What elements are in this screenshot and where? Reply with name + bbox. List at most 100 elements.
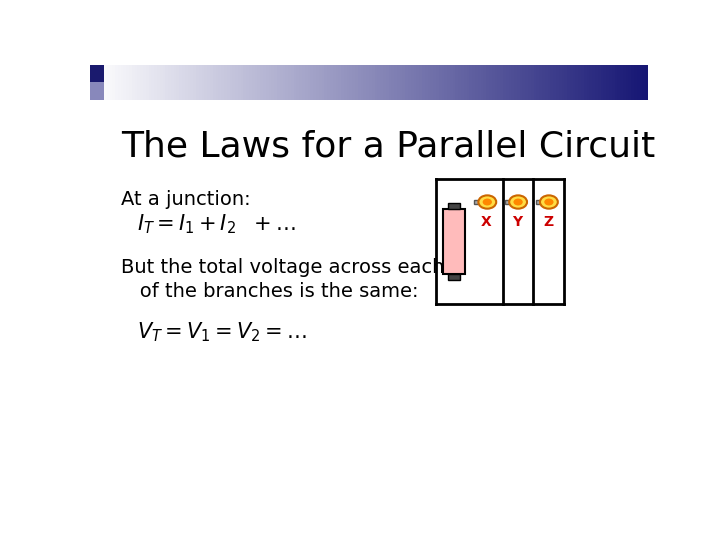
Polygon shape	[637, 65, 639, 100]
Polygon shape	[598, 65, 600, 100]
Polygon shape	[274, 65, 277, 100]
Polygon shape	[550, 65, 553, 100]
Polygon shape	[369, 65, 372, 100]
Polygon shape	[168, 65, 171, 100]
Polygon shape	[255, 65, 258, 100]
Polygon shape	[145, 65, 148, 100]
Polygon shape	[639, 65, 642, 100]
Polygon shape	[280, 65, 282, 100]
Polygon shape	[411, 65, 413, 100]
Polygon shape	[419, 65, 422, 100]
Polygon shape	[182, 65, 185, 100]
Text: Y: Y	[512, 215, 522, 230]
Polygon shape	[441, 65, 444, 100]
Polygon shape	[243, 65, 246, 100]
Polygon shape	[215, 65, 218, 100]
Polygon shape	[307, 65, 310, 100]
Polygon shape	[90, 83, 104, 100]
Polygon shape	[288, 65, 291, 100]
Polygon shape	[567, 65, 570, 100]
FancyBboxPatch shape	[444, 210, 464, 274]
Polygon shape	[492, 65, 495, 100]
Polygon shape	[539, 65, 542, 100]
Text: But the total voltage across each: But the total voltage across each	[121, 258, 444, 277]
Polygon shape	[450, 65, 453, 100]
Polygon shape	[364, 65, 366, 100]
Polygon shape	[372, 65, 374, 100]
Polygon shape	[495, 65, 498, 100]
Polygon shape	[324, 65, 327, 100]
Polygon shape	[408, 65, 411, 100]
Polygon shape	[615, 65, 617, 100]
Polygon shape	[154, 65, 157, 100]
Polygon shape	[358, 65, 361, 100]
Polygon shape	[581, 65, 584, 100]
Polygon shape	[389, 65, 392, 100]
Polygon shape	[282, 65, 285, 100]
Polygon shape	[112, 65, 115, 100]
Polygon shape	[386, 65, 389, 100]
FancyBboxPatch shape	[448, 202, 460, 210]
FancyBboxPatch shape	[536, 200, 546, 204]
Circle shape	[540, 195, 558, 208]
Polygon shape	[352, 65, 355, 100]
Polygon shape	[132, 65, 135, 100]
Polygon shape	[609, 65, 612, 100]
Text: The Laws for a Parallel Circuit: The Laws for a Parallel Circuit	[121, 129, 655, 163]
Polygon shape	[193, 65, 196, 100]
Polygon shape	[433, 65, 436, 100]
Polygon shape	[129, 65, 132, 100]
Polygon shape	[297, 65, 300, 100]
Polygon shape	[196, 65, 199, 100]
Polygon shape	[559, 65, 562, 100]
Polygon shape	[341, 65, 344, 100]
Circle shape	[482, 199, 492, 206]
Polygon shape	[294, 65, 297, 100]
Polygon shape	[436, 65, 438, 100]
Polygon shape	[374, 65, 377, 100]
Polygon shape	[291, 65, 294, 100]
Polygon shape	[204, 65, 207, 100]
Polygon shape	[188, 65, 190, 100]
Polygon shape	[587, 65, 590, 100]
Polygon shape	[246, 65, 249, 100]
Polygon shape	[349, 65, 352, 100]
Polygon shape	[590, 65, 593, 100]
Polygon shape	[425, 65, 428, 100]
Polygon shape	[623, 65, 626, 100]
Polygon shape	[93, 65, 96, 100]
Polygon shape	[584, 65, 587, 100]
Polygon shape	[520, 65, 523, 100]
Polygon shape	[531, 65, 534, 100]
Polygon shape	[271, 65, 274, 100]
Polygon shape	[235, 65, 238, 100]
Polygon shape	[238, 65, 240, 100]
Polygon shape	[109, 65, 112, 100]
Polygon shape	[620, 65, 623, 100]
Polygon shape	[534, 65, 536, 100]
Polygon shape	[593, 65, 595, 100]
Polygon shape	[545, 65, 547, 100]
Polygon shape	[642, 65, 645, 100]
Polygon shape	[104, 65, 107, 100]
Polygon shape	[322, 65, 324, 100]
Polygon shape	[413, 65, 416, 100]
Polygon shape	[138, 65, 140, 100]
Polygon shape	[489, 65, 492, 100]
Polygon shape	[285, 65, 288, 100]
Polygon shape	[221, 65, 224, 100]
Polygon shape	[612, 65, 615, 100]
Polygon shape	[171, 65, 174, 100]
Text: $V_T = V_1 = V_2 = \ldots$: $V_T = V_1 = V_2 = \ldots$	[138, 321, 307, 344]
Polygon shape	[151, 65, 154, 100]
Polygon shape	[570, 65, 572, 100]
Polygon shape	[600, 65, 603, 100]
Polygon shape	[523, 65, 526, 100]
Polygon shape	[126, 65, 129, 100]
Polygon shape	[536, 65, 539, 100]
Polygon shape	[578, 65, 581, 100]
Polygon shape	[481, 65, 483, 100]
Polygon shape	[505, 65, 508, 100]
Polygon shape	[553, 65, 556, 100]
Polygon shape	[327, 65, 330, 100]
